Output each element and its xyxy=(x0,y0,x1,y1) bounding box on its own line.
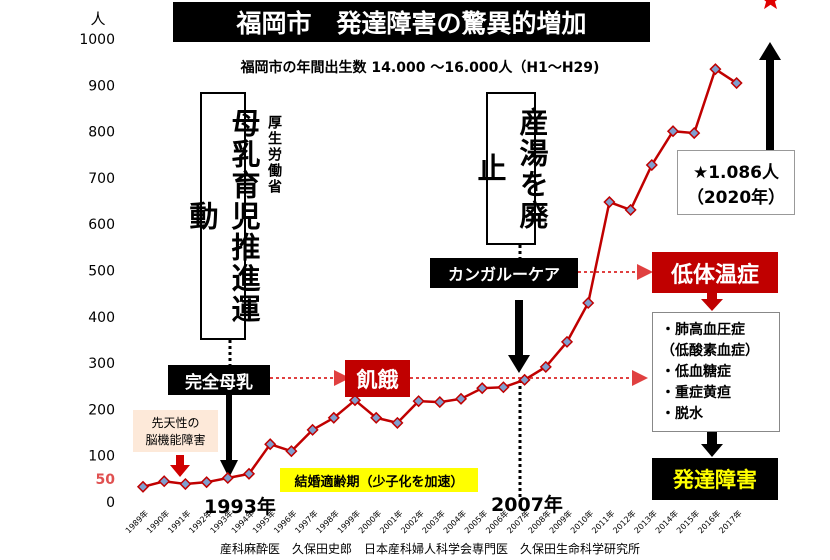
campaign-box: 母乳育児推進運動 xyxy=(185,92,261,340)
point xyxy=(624,203,637,216)
kangaroo-box: カンガルーケア xyxy=(430,258,578,288)
marriage-box: 結婚適齢期（少子化を加速） xyxy=(280,468,478,492)
arrow xyxy=(701,432,723,457)
point xyxy=(688,127,701,140)
y-tick-label: 600 xyxy=(88,217,115,233)
arrow xyxy=(220,395,238,478)
symptom: ・脱水 xyxy=(661,405,703,422)
symptom: ・肺高血圧症 xyxy=(661,321,745,338)
point xyxy=(497,381,510,394)
star-point xyxy=(764,0,777,10)
star-label: ★1.086人 xyxy=(692,162,779,183)
point xyxy=(709,63,722,76)
point xyxy=(391,416,404,429)
point xyxy=(158,475,171,488)
point xyxy=(306,423,319,436)
starvation-box: 飢餓 xyxy=(345,360,410,397)
y-tick-label: 900 xyxy=(88,78,115,94)
year-label: 1993年 xyxy=(204,495,276,518)
y-tick-label: 100 xyxy=(88,449,115,465)
bath-box: 産湯を廃止 xyxy=(473,92,549,245)
point xyxy=(327,411,340,424)
point xyxy=(348,394,362,407)
symptom: （低酸素血症） xyxy=(661,342,759,359)
y-tick-label: 500 xyxy=(88,264,115,280)
y-unit: 人 xyxy=(90,9,106,28)
y-tick-label: 300 xyxy=(88,356,115,372)
y-tick-label: 700 xyxy=(88,171,115,187)
congenital-line: 脳機能障害 xyxy=(145,433,206,447)
arrow xyxy=(508,300,530,373)
disorder-box: 発達障害 xyxy=(652,458,778,500)
symptom: ・低血糖症 xyxy=(661,363,731,380)
point xyxy=(730,76,743,90)
arrow xyxy=(701,293,723,311)
point xyxy=(200,476,213,489)
credit: 産科麻酔医 久保田史郎 日本産科婦人科学会専門医 久保田生命科学研究所 xyxy=(219,541,640,556)
y-tick-label: 200 xyxy=(88,402,115,418)
y-tick-label: 800 xyxy=(88,125,115,141)
symptom: ・重症黄疸 xyxy=(661,384,731,401)
point xyxy=(370,411,383,424)
point xyxy=(285,445,298,458)
point xyxy=(518,373,531,386)
point xyxy=(242,467,256,480)
point xyxy=(539,360,552,373)
y-tick-label: 400 xyxy=(88,310,115,326)
arrow xyxy=(759,42,781,150)
hypothermia-box: 低体温症 xyxy=(652,252,778,293)
y-tick-label: 0 xyxy=(106,495,115,511)
point xyxy=(560,335,574,348)
point xyxy=(136,480,150,493)
point xyxy=(264,438,277,451)
star-box: ★1.086人 （2020年） xyxy=(677,150,795,215)
congenital-line: 先天性の xyxy=(151,416,200,430)
title: 福岡市 発達障害の驚異的増加 xyxy=(173,2,650,42)
point xyxy=(476,382,489,395)
point xyxy=(603,195,616,209)
point xyxy=(645,158,658,172)
y-tick-label: 50 xyxy=(96,472,116,488)
ministry: 厚生労働省 xyxy=(266,115,282,195)
point xyxy=(221,471,234,485)
point xyxy=(454,392,468,405)
star-year: （2020年） xyxy=(686,187,786,208)
point xyxy=(666,125,680,138)
y-tick-label: 1000 xyxy=(79,32,115,48)
subtitle: 福岡市の年間出生数 14.000 ～16.000人（H1～H29) xyxy=(240,60,600,76)
exclusive-box: 完全母乳 xyxy=(168,365,270,395)
arrow xyxy=(170,455,190,477)
x-tick-label: 2017年 xyxy=(717,508,744,535)
point xyxy=(582,296,595,310)
point xyxy=(433,396,446,409)
symptom-list: ・肺高血圧症 （低酸素血症） ・低血糖症・重症黄疸・脱水 xyxy=(652,312,780,432)
congenital-box: 先天性の 脳機能障害 xyxy=(133,410,218,452)
year-label: 2007年 xyxy=(491,493,563,516)
point xyxy=(412,395,425,408)
point xyxy=(179,477,192,491)
